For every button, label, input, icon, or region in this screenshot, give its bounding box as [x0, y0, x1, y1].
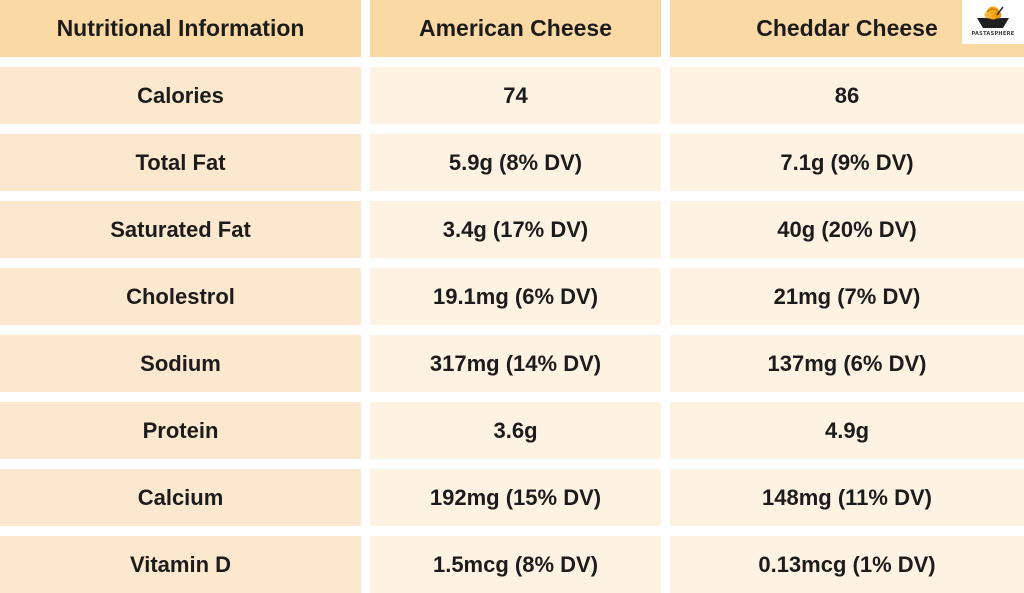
american-calories: 74	[370, 67, 661, 124]
american-saturated-fat: 3.4g (17% DV)	[370, 201, 661, 258]
header-nutritional-information: Nutritional Information	[0, 0, 361, 57]
cheddar-calories: 86	[670, 67, 1024, 124]
american-vitamin-d: 1.5mcg (8% DV)	[370, 536, 661, 593]
cheddar-calcium: 148mg (11% DV)	[670, 469, 1024, 526]
cheddar-saturated-fat: 40g (20% DV)	[670, 201, 1024, 258]
row-label-calories: Calories	[0, 67, 361, 124]
cheddar-cholestrol: 21mg (7% DV)	[670, 268, 1024, 325]
cheddar-sodium: 137mg (6% DV)	[670, 335, 1024, 392]
american-calcium: 192mg (15% DV)	[370, 469, 661, 526]
american-total-fat: 5.9g (8% DV)	[370, 134, 661, 191]
american-sodium: 317mg (14% DV)	[370, 335, 661, 392]
pasta-bowl-logo-icon	[977, 6, 1009, 28]
american-cholestrol: 19.1mg (6% DV)	[370, 268, 661, 325]
pastasphere-logo: PASTASPHERE	[962, 0, 1024, 44]
logo-text: PASTASPHERE	[971, 31, 1015, 37]
cheddar-protein: 4.9g	[670, 402, 1024, 459]
header-american-cheese: American Cheese	[370, 0, 661, 57]
row-label-total-fat: Total Fat	[0, 134, 361, 191]
row-label-calcium: Calcium	[0, 469, 361, 526]
row-label-cholestrol: Cholestrol	[0, 268, 361, 325]
row-label-saturated-fat: Saturated Fat	[0, 201, 361, 258]
row-label-sodium: Sodium	[0, 335, 361, 392]
cheddar-total-fat: 7.1g (9% DV)	[670, 134, 1024, 191]
row-label-protein: Protein	[0, 402, 361, 459]
row-label-vitamin-d: Vitamin D	[0, 536, 361, 593]
cheddar-vitamin-d: 0.13mcg (1% DV)	[670, 536, 1024, 593]
american-protein: 3.6g	[370, 402, 661, 459]
